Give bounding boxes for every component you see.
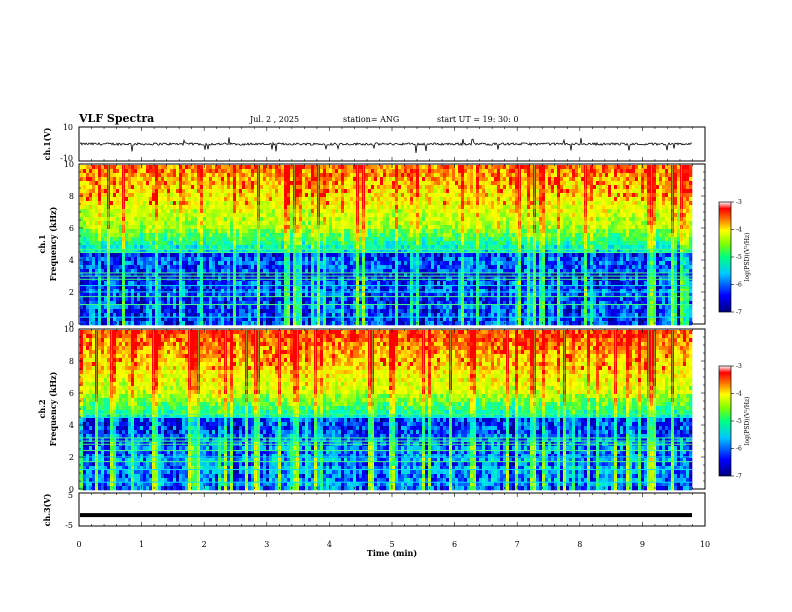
ch1-waveform-trace xyxy=(79,137,693,153)
colorbar-tick-label: -7 xyxy=(736,309,742,316)
frequency-tick-label: 2 xyxy=(69,288,74,297)
ch3-ytick-top: 5 xyxy=(68,491,73,500)
ch1-frequency-label: Frequency (kHz) xyxy=(48,206,58,281)
frequency-tick-label: 2 xyxy=(69,453,74,462)
time-tick-label: 1 xyxy=(139,540,144,549)
frequency-tick-label: 8 xyxy=(69,357,74,366)
chart-title: VLF Spectra xyxy=(78,112,154,125)
time-tick-label: 2 xyxy=(202,540,207,549)
ch2-spectrogram-image xyxy=(80,330,693,491)
colorbar-tick-label: -5 xyxy=(736,254,742,261)
ch1-colorbar-label: log(PSD)(V²/Hz) xyxy=(744,233,751,282)
time-tick-label: 0 xyxy=(76,540,81,549)
colorbar-tick-label: -6 xyxy=(736,282,742,289)
start-time-label: start UT = 19: 30: 0 xyxy=(437,115,518,124)
time-tick-label: 10 xyxy=(700,540,710,549)
colorbar-tick-label: -7 xyxy=(736,473,742,480)
time-tick-label: 5 xyxy=(389,540,394,549)
ch3-waveform-frame xyxy=(78,492,706,527)
time-tick-label: 3 xyxy=(264,540,269,549)
ch1-waveform-ylabel: ch.1(V) xyxy=(42,127,52,160)
ch3-waveform-trace xyxy=(80,513,692,518)
colorbar-tick-label: -3 xyxy=(736,363,742,370)
ch2-colorbar-label: log(PSD)(V²/Hz) xyxy=(744,397,751,446)
ch1-spectrogram-image xyxy=(80,165,693,326)
time-axis-label: Time (min) xyxy=(367,548,417,558)
time-tick-label: 7 xyxy=(515,540,520,549)
frequency-tick-label: 4 xyxy=(69,421,74,430)
frequency-tick-label: 6 xyxy=(69,224,74,233)
ch1-channel-label: ch.1 xyxy=(37,234,47,253)
frequency-tick-label: 10 xyxy=(64,160,74,169)
time-tick-label: 9 xyxy=(640,540,645,549)
ch2-colorbar: -3 -4 -5 -6 -7 log(PSD)(V²/Hz) xyxy=(718,363,751,480)
ch2-spectrogram-panel: 0 2 4 6 8 10 ch.2 Frequency (kHz) xyxy=(37,325,706,494)
frequency-tick-label: 4 xyxy=(69,256,74,265)
ch1-ytick-bottom: -10 xyxy=(60,154,73,163)
ch1-ytick-top: 10 xyxy=(63,123,73,132)
time-tick-label: 4 xyxy=(327,540,332,549)
frequency-tick-label: 8 xyxy=(69,192,74,201)
colorbar-tick-label: -5 xyxy=(736,418,742,425)
colorbar-tick-label: -6 xyxy=(736,446,742,453)
colorbar-tick-label: -3 xyxy=(736,199,742,206)
ch2-channel-label: ch.2 xyxy=(37,399,47,418)
colorbar-tick-label: -4 xyxy=(736,227,742,234)
ch1-waveform-panel: 10 -10 ch.1(V) xyxy=(42,123,706,163)
ch2-colorbar-gradient xyxy=(718,365,732,477)
time-axis: 0 1 2 3 4 5 6 7 8 9 10 xyxy=(76,127,710,549)
ch1-colorbar: -3 -4 -5 -6 -7 log(PSD)(V²/Hz) xyxy=(718,199,751,316)
ch3-waveform-ylabel: ch.3(V) xyxy=(42,493,52,526)
ch1-spectrogram-panel: 0 2 4 6 8 10 ch.1 Frequency (kHz) xyxy=(37,160,706,329)
ch2-frequency-label: Frequency (kHz) xyxy=(48,371,58,446)
station-label: station= ANG xyxy=(343,115,399,124)
date-label: Jul. 2 , 2025 xyxy=(249,115,299,124)
ch1-colorbar-gradient xyxy=(718,201,732,313)
frequency-tick-label: 10 xyxy=(64,325,74,334)
time-tick-label: 8 xyxy=(577,540,582,549)
frequency-tick-label: 0 xyxy=(69,485,74,494)
time-tick-label: 6 xyxy=(452,540,457,549)
frequency-tick-label: 6 xyxy=(69,389,74,398)
colorbar-tick-label: -4 xyxy=(736,391,742,398)
frequency-tick-label: 0 xyxy=(69,320,74,329)
ch3-ytick-bottom: -5 xyxy=(65,521,73,530)
